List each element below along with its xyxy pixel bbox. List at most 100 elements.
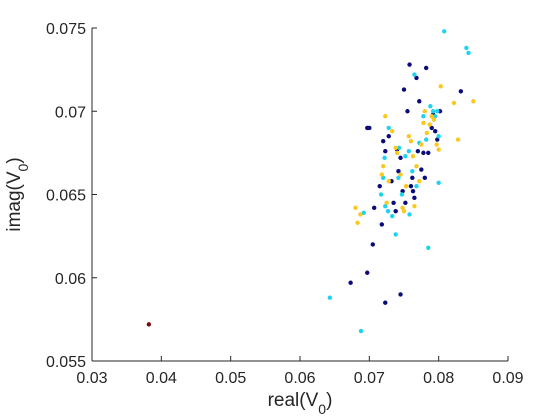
data-point [436,134,441,139]
data-point [427,122,432,127]
data-point [430,109,436,114]
x-tick-label: 0.09 [492,370,523,387]
data-point [412,72,417,77]
data-point [455,137,461,142]
data-point [421,150,426,156]
data-point [396,168,401,174]
data-point [403,183,409,189]
data-point [435,137,440,142]
data-point [371,205,377,211]
y-tick-label: 0.07 [55,104,86,121]
data-point [415,149,421,154]
data-point [464,45,469,51]
data-point [417,178,422,184]
data-point [421,120,426,126]
scatter-points [146,29,476,334]
data-point [381,175,386,181]
data-point [423,65,429,71]
data-point [400,205,405,211]
data-point [419,167,424,172]
series-3 [146,322,152,327]
data-point [390,129,395,134]
data-point [434,142,439,147]
data-point [370,242,375,247]
data-point [414,163,419,169]
data-point [381,163,386,169]
data-point [355,220,360,226]
x-tick-label: 0.07 [354,370,385,387]
data-point [438,84,443,89]
data-point [379,172,385,177]
x-axis-label: real(V0) [268,390,333,417]
data-point [361,210,366,216]
y-tick-label: 0.06 [55,271,86,288]
data-point [396,175,401,181]
data-point [442,29,447,34]
data-point [381,139,386,144]
y-tick-label: 0.055 [46,354,86,371]
data-point [394,150,400,156]
data-point [393,208,398,214]
data-point [378,192,384,197]
data-point [431,117,437,122]
data-point [383,203,388,209]
data-point [424,130,430,136]
data-point [412,203,417,209]
data-point [403,200,408,206]
data-point [426,245,431,250]
data-point [433,129,438,134]
ticks: 0.03 0.04 0.05 0.06 0.07 0.08 0.09 0.055 0.06 0.0… [46,21,524,387]
data-point [408,139,414,144]
data-point [400,188,405,194]
data-point [383,300,388,305]
data-point [406,134,412,139]
data-point [393,232,398,237]
data-point [435,109,440,114]
y-tick-label: 0.075 [46,21,86,38]
data-point [466,50,471,56]
data-point [405,109,410,114]
data-point [419,142,424,147]
series-0 [348,62,464,305]
data-point [407,212,412,217]
data-point [436,180,441,186]
data-point [414,183,419,189]
y-tick-label: 0.065 [46,188,86,205]
data-point [433,114,438,119]
data-point [414,75,419,81]
x-tick-label: 0.03 [76,370,107,387]
data-point [386,134,391,139]
x-tick-label: 0.06 [284,370,315,387]
data-point [428,104,433,109]
data-point [353,205,358,211]
data-point [348,280,353,285]
data-point [386,178,391,184]
data-point [386,125,391,131]
data-point [358,328,364,334]
data-point [383,114,388,119]
data-point [358,212,363,217]
data-point [436,147,441,152]
data-point [390,213,395,219]
data-point [398,155,403,161]
data-point [410,175,415,181]
data-point [407,62,412,67]
data-point [401,87,407,92]
data-point [423,137,429,142]
series-2 [353,84,476,226]
data-point [327,295,333,300]
data-point [385,208,391,214]
data-point [408,183,414,189]
x-tick-label: 0.05 [215,370,246,387]
data-point [429,125,434,131]
data-point [417,99,422,104]
data-point [422,109,427,114]
data-point [377,183,382,189]
data-point [399,192,405,197]
data-point [393,145,398,151]
data-point [383,149,388,154]
data-point [410,188,416,194]
data-point [382,155,387,161]
data-point [365,270,370,275]
